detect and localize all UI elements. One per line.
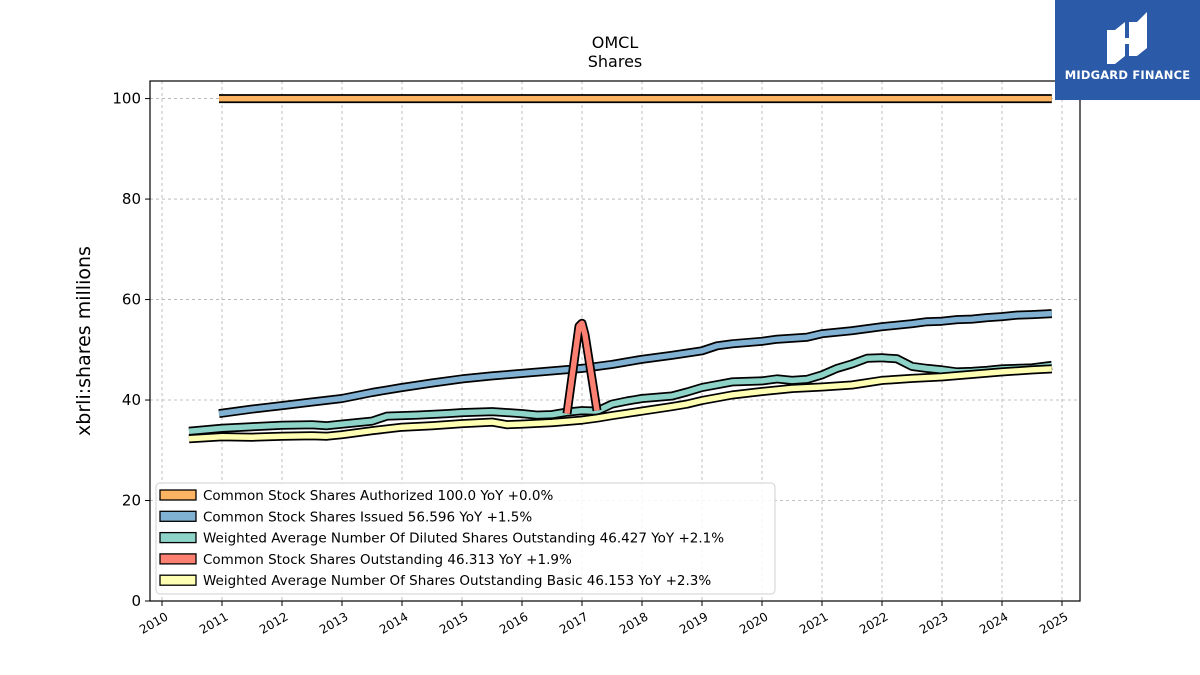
legend-swatch	[159, 531, 197, 544]
legend-swatch	[159, 489, 197, 501]
legend-label: Common Stock Shares Outstanding 46.313 Y…	[203, 552, 572, 568]
chart-title: OMCL	[592, 33, 639, 52]
x-tick-label: 2020	[737, 609, 770, 636]
y-tick-label: 40	[122, 391, 141, 409]
x-tick-label: 2010	[137, 609, 170, 636]
series-line-common-stock-shares-outstanding	[564, 320, 600, 414]
x-tick-label: 2015	[437, 609, 470, 636]
midgard-logo-icon	[1107, 12, 1147, 64]
brand-logo: MIDGARD FINANCE	[1055, 0, 1200, 100]
legend-label: Common Stock Shares Authorized 100.0 YoY…	[203, 488, 553, 504]
series-line-common-stock-shares-issued	[218, 310, 1052, 417]
x-tick-label: 2013	[317, 609, 350, 636]
series-lines	[188, 94, 1053, 444]
x-tick-label: 2021	[797, 609, 830, 636]
x-tick-label: 2023	[917, 609, 950, 636]
x-tick-label: 2022	[857, 609, 890, 636]
y-tick-label: 60	[122, 291, 141, 309]
x-tick-label: 2014	[377, 609, 410, 636]
y-tick-label: 0	[131, 592, 141, 610]
x-tick-label: 2011	[197, 609, 230, 636]
y-axis-label: xbrli:shares millions	[73, 246, 95, 436]
legend-label: Weighted Average Number Of Diluted Share…	[203, 531, 724, 547]
legend-swatch	[159, 553, 197, 565]
x-tick-label: 2017	[557, 609, 590, 636]
legend-box	[155, 482, 776, 595]
legend-label: Weighted Average Number Of Shares Outsta…	[203, 573, 711, 589]
x-tick-label: 2025	[1037, 609, 1070, 636]
series-line-weighted-average-number-of-diluted-shares-outstanding	[188, 355, 1053, 434]
chart-subtitle: Shares	[588, 52, 643, 71]
legend: Common Stock Shares Authorized 100.0 YoY…	[155, 482, 776, 595]
x-tick-label: 2012	[257, 609, 290, 636]
y-tick-label: 100	[112, 90, 141, 108]
legend-swatch	[159, 510, 197, 522]
series-line-weighted-average-number-of-shares-outstanding-basic	[188, 366, 1052, 442]
x-tick-label: 2016	[497, 609, 530, 636]
legend-label: Common Stock Shares Issued 56.596 YoY +1…	[203, 509, 532, 525]
x-tick-label: 2018	[617, 609, 650, 636]
y-tick-label: 80	[122, 190, 141, 208]
x-tick-label: 2024	[977, 609, 1010, 636]
legend-swatch	[159, 574, 197, 586]
x-tick-label: 2019	[677, 609, 710, 636]
plot-area-frame	[149, 80, 1081, 602]
y-tick-label: 20	[122, 492, 141, 510]
brand-name: MIDGARD FINANCE	[1064, 68, 1191, 82]
